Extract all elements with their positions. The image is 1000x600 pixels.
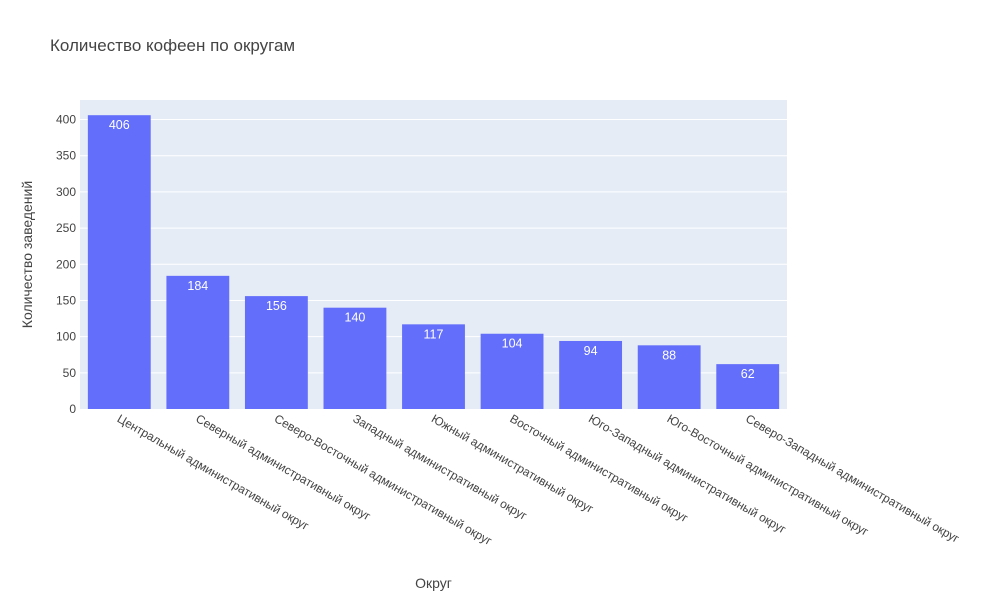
x-axis-title: Округ bbox=[415, 575, 452, 591]
y-tick-label: 100 bbox=[56, 330, 76, 344]
bar-value-label: 62 bbox=[741, 367, 755, 381]
y-tick-label: 50 bbox=[63, 366, 77, 380]
bar-value-label: 94 bbox=[584, 344, 598, 358]
bar bbox=[716, 364, 780, 409]
y-axis-title: Количество заведений bbox=[19, 181, 35, 328]
bar bbox=[244, 296, 308, 409]
bar-value-label: 140 bbox=[345, 311, 366, 325]
bar bbox=[559, 340, 623, 409]
bar bbox=[480, 333, 544, 409]
bar-value-label: 104 bbox=[502, 337, 523, 351]
y-tick-label: 400 bbox=[56, 113, 76, 127]
y-tick-labels: 0 50 100 150 200 250 300 350 400 bbox=[56, 113, 76, 416]
bar-value-label: 406 bbox=[109, 118, 130, 132]
chart-title: Количество кофеен по округам bbox=[50, 36, 295, 55]
bar bbox=[402, 324, 465, 409]
y-tick-label: 350 bbox=[56, 149, 76, 163]
bar-value-label: 184 bbox=[187, 279, 208, 293]
y-tick-label: 200 bbox=[56, 257, 76, 271]
bar bbox=[323, 307, 387, 409]
y-tick-label: 0 bbox=[69, 402, 76, 416]
bar-value-label: 88 bbox=[662, 348, 676, 362]
bar bbox=[637, 345, 701, 409]
bar bbox=[166, 275, 230, 409]
bar bbox=[87, 115, 151, 410]
x-tick-labels: Центральный административный округСеверн… bbox=[115, 411, 962, 548]
y-tick-label: 300 bbox=[56, 185, 76, 199]
y-tick-label: 250 bbox=[56, 221, 76, 235]
bar-value-label: 117 bbox=[424, 327, 444, 341]
bar-value-label: 156 bbox=[266, 299, 287, 313]
bars: 406 184 156 140 117 104 94 88 62 bbox=[87, 115, 780, 410]
y-tick-label: 150 bbox=[56, 293, 76, 307]
